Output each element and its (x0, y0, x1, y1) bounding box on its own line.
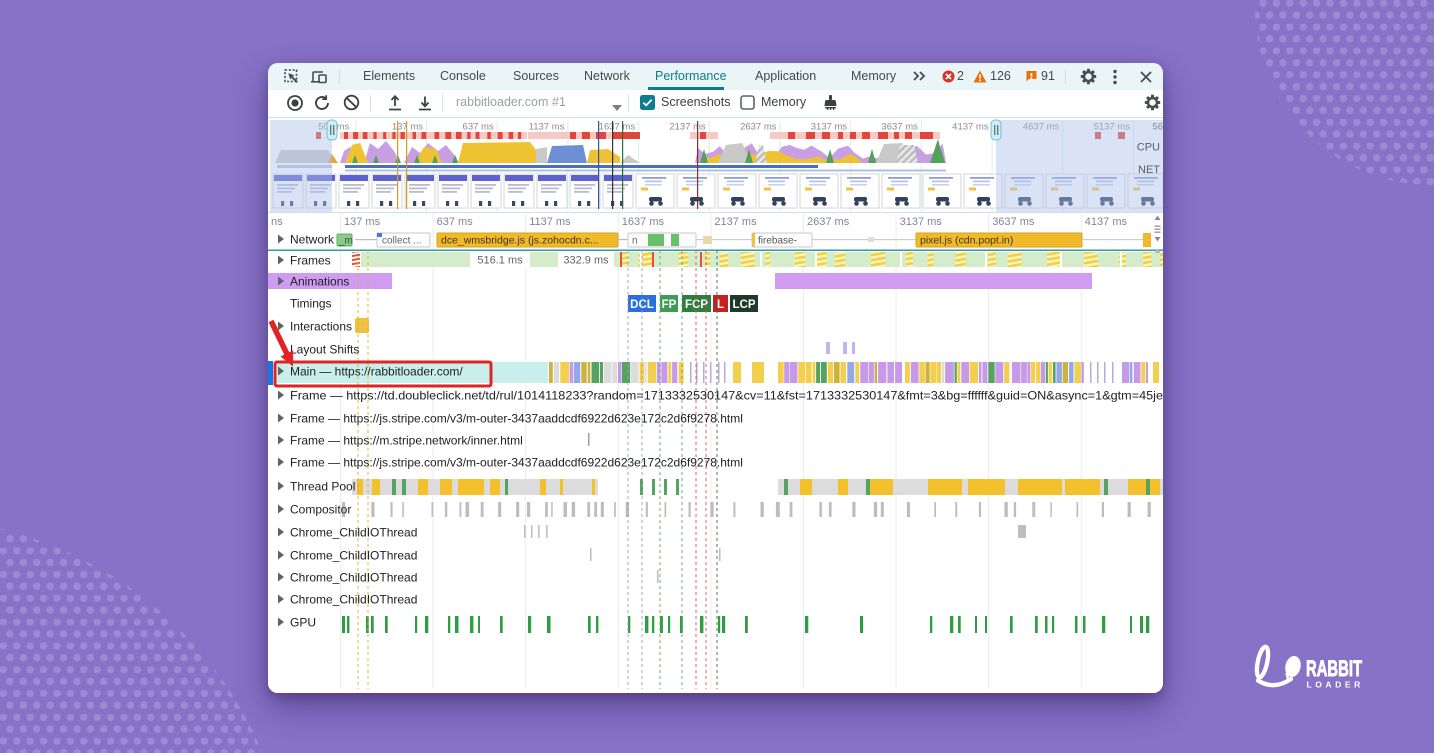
svg-text:Layout Shifts: Layout Shifts (290, 343, 359, 357)
svg-text:4137 ms: 4137 ms (1085, 216, 1128, 228)
svg-text:NET: NET (1138, 164, 1160, 176)
svg-text:3637 ms: 3637 ms (881, 122, 918, 133)
svg-text:3137 ms: 3137 ms (900, 216, 943, 228)
svg-text:Main — https://rabbitloader.co: Main — https://rabbitloader.com/ (290, 365, 463, 379)
svg-text:Network: Network (290, 233, 335, 247)
svg-text:4137 ms: 4137 ms (952, 122, 989, 133)
svg-text:516.1 ms: 516.1 ms (477, 255, 523, 267)
svg-text:Frame — https://js.stripe.com/: Frame — https://js.stripe.com/v3/m-outer… (290, 456, 743, 470)
svg-text:137 ms: 137 ms (392, 122, 423, 133)
svg-text:FP: FP (662, 299, 677, 311)
svg-text:FCP: FCP (685, 299, 708, 311)
svg-text:3637 ms: 3637 ms (992, 216, 1035, 228)
svg-text:2137 ms: 2137 ms (714, 216, 757, 228)
svg-text:n: n (632, 236, 638, 247)
svg-text:4637 ms: 4637 ms (1023, 122, 1060, 133)
svg-text:pixel.js (cdn.popt.in): pixel.js (cdn.popt.in) (920, 235, 1013, 247)
svg-text:5137 ms: 5137 ms (1094, 122, 1131, 133)
svg-text:ns: ns (271, 216, 283, 228)
svg-text:LOADER: LOADER (1307, 680, 1364, 690)
svg-text:collect ...: collect ... (382, 236, 421, 247)
svg-text:Chrome_ChildIOThread: Chrome_ChildIOThread (290, 549, 417, 563)
svg-text:dce_wmsbridge.js (js.zohocdn.c: dce_wmsbridge.js (js.zohocdn.c... (441, 235, 599, 247)
svg-text:1137 ms: 1137 ms (529, 122, 565, 133)
svg-text:Chrome_ChildIOThread: Chrome_ChildIOThread (290, 526, 417, 540)
svg-text:1137 ms: 1137 ms (529, 216, 571, 228)
svg-text:CPU: CPU (1137, 142, 1160, 154)
svg-text:Interactions: Interactions (290, 320, 352, 334)
svg-text:LCP: LCP (733, 299, 756, 311)
svg-text:137 ms: 137 ms (344, 216, 381, 228)
svg-text:56: 56 (1152, 122, 1163, 133)
svg-text:Animations: Animations (290, 275, 349, 289)
svg-text:Frame — https://m.stripe.netwo: Frame — https://m.stripe.network/inner.h… (290, 434, 523, 448)
svg-text:_m: _m (338, 236, 353, 247)
svg-text:332.9 ms: 332.9 ms (563, 255, 609, 267)
svg-text:Thread Pool: Thread Pool (290, 480, 355, 494)
svg-text:Frames: Frames (290, 254, 331, 268)
svg-text:GPU: GPU (290, 616, 316, 630)
svg-text:3137 ms: 3137 ms (811, 122, 848, 133)
svg-text:1637 ms: 1637 ms (599, 122, 636, 133)
svg-text:Chrome_ChildIOThread: Chrome_ChildIOThread (290, 593, 417, 607)
svg-text:firebase-: firebase- (758, 236, 797, 247)
svg-text:Compositor: Compositor (290, 503, 351, 517)
svg-text:2137 ms: 2137 ms (669, 122, 706, 133)
svg-text:Timings: Timings (290, 297, 332, 311)
svg-text:637 ms: 637 ms (437, 216, 474, 228)
svg-text:1637 ms: 1637 ms (622, 216, 665, 228)
svg-text:Frame — https://td.doubleclick: Frame — https://td.doubleclick.net/td/ru… (290, 389, 1163, 403)
svg-text:Frame — https://js.stripe.com/: Frame — https://js.stripe.com/v3/m-outer… (290, 412, 743, 426)
svg-text:2637 ms: 2637 ms (807, 216, 850, 228)
svg-text:2637 ms: 2637 ms (740, 122, 777, 133)
svg-text:Chrome_ChildIOThread: Chrome_ChildIOThread (290, 571, 417, 585)
svg-text:637 ms: 637 ms (463, 122, 494, 133)
svg-text:RABBIT: RABBIT (1306, 656, 1362, 681)
svg-text:L: L (717, 299, 724, 311)
